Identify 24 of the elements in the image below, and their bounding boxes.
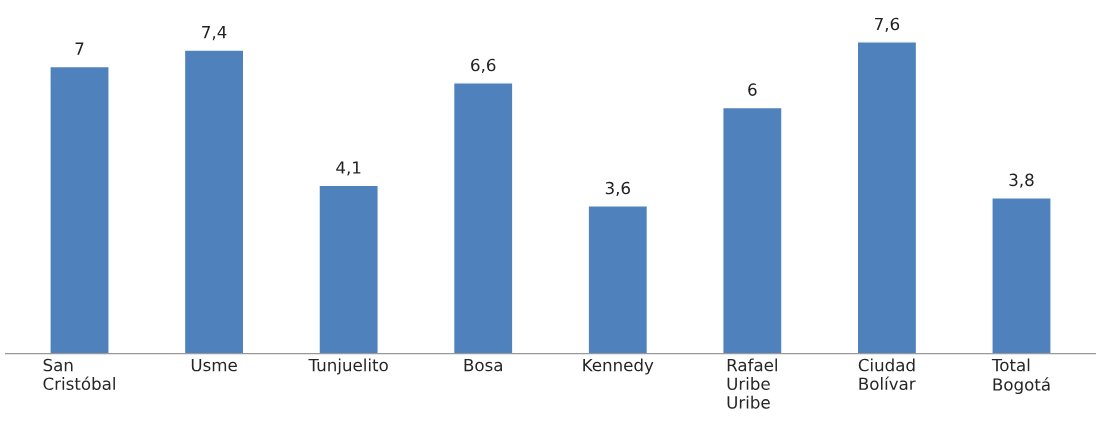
bar [722,106,783,354]
bar [587,205,649,354]
bar [49,65,110,354]
data-label: 7,6 [875,17,900,32]
x-tick-label: Rafael Uribe Uribe [727,358,777,409]
x-tick-label: Tunjuelito [308,358,388,375]
data-label: 3,6 [605,181,630,197]
data-label: 7,4 [202,26,227,41]
x-tick-label: Ciudad Bolívar [858,358,916,391]
bar [991,197,1052,354]
data-label: 4,1 [336,161,361,176]
data-label: 6,6 [471,58,496,73]
data-label: 6 [748,83,757,96]
x-tick-label: San Cristóbal [43,358,115,391]
bar [318,184,379,354]
x-tick-label: Total Bogotá [991,358,1050,395]
bar [452,82,514,354]
bar [856,41,918,354]
data-label: 3,8 [1009,173,1034,188]
x-tick-label: Kennedy [583,358,654,375]
x-tick-label: Usme [191,358,237,372]
data-label: 7 [75,42,84,55]
bar [183,49,245,354]
x-tick-label: Bosa [464,358,502,372]
